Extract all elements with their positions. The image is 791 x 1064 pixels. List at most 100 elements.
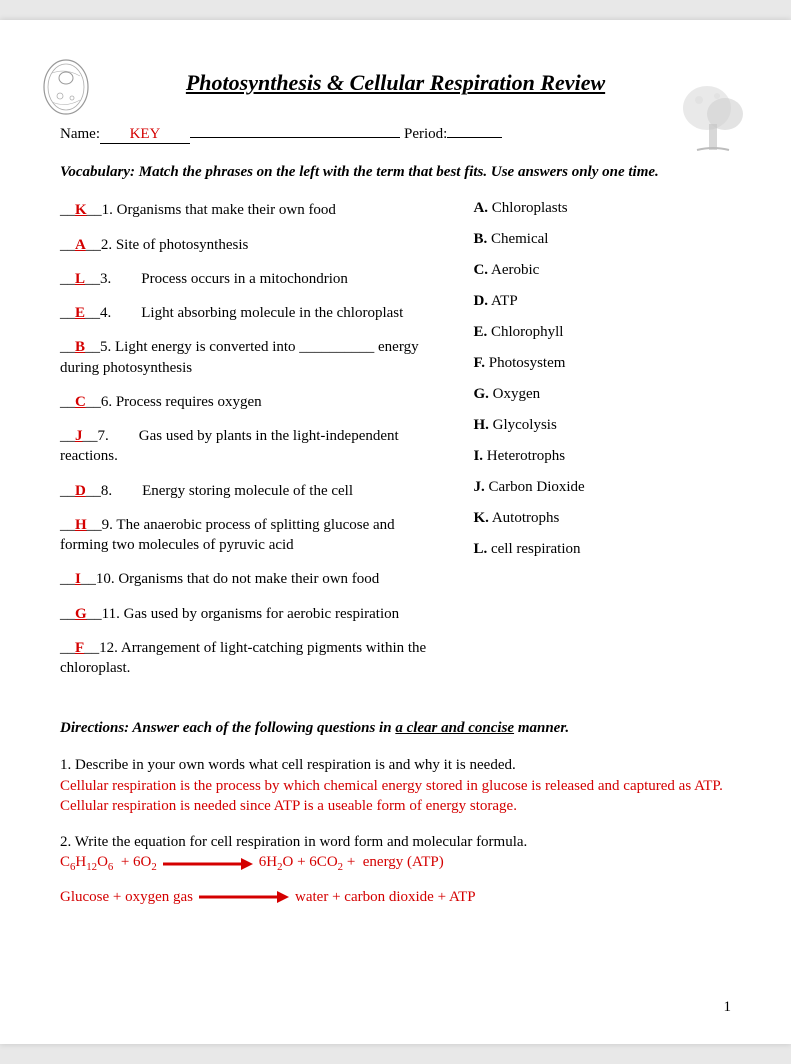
term-text: Autotrophs — [492, 510, 560, 526]
question-text: Process requires oxygen — [116, 394, 262, 410]
question-2: 2. Write the equation for cell respirati… — [60, 832, 731, 907]
term-text: Chlorophyll — [491, 324, 564, 340]
term-text: Glycolysis — [493, 417, 557, 433]
term-item: C. Aerobic — [473, 262, 731, 279]
eq2-right: water + carbon dioxide + ATP — [295, 887, 476, 907]
question-number: 2. — [101, 237, 112, 253]
term-letter: G. — [473, 386, 488, 402]
equation-words: Glucose + oxygen gas water + carbon diox… — [60, 887, 731, 907]
term-letter: K. — [473, 510, 488, 526]
term-text: Oxygen — [493, 386, 541, 402]
question-number: 3. — [100, 271, 111, 287]
answer-letter: F — [75, 640, 84, 656]
q2-prompt: 2. Write the equation for cell respirati… — [60, 832, 731, 852]
term-item: K. Autotrophs — [473, 510, 731, 527]
answer-letter: I — [75, 571, 81, 587]
question-number: 5. — [100, 339, 111, 355]
answer-letter: C — [75, 394, 86, 410]
question-number: 12. — [99, 640, 118, 656]
term-letter: L. — [473, 541, 487, 557]
question-text: Organisms that do not make their own foo… — [118, 571, 379, 587]
term-text: ATP — [491, 293, 518, 309]
term-letter: J. — [473, 479, 484, 495]
question-text: Light absorbing molecule in the chloropl… — [141, 305, 403, 321]
term-letter: A. — [473, 200, 488, 216]
eq2-left: Glucose + oxygen gas — [60, 887, 193, 907]
term-text: Carbon Dioxide — [488, 479, 584, 495]
term-item: J. Carbon Dioxide — [473, 479, 731, 496]
terms-column: A. ChloroplastsB. ChemicalC. AerobicD. A… — [473, 200, 731, 692]
term-item: E. Chlorophyll — [473, 324, 731, 341]
directions-heading: Directions: Answer each of the following… — [60, 720, 731, 737]
term-item: I. Heterotrophs — [473, 448, 731, 465]
question-text: Gas used by organisms for aerobic respir… — [124, 606, 400, 622]
term-letter: D. — [473, 293, 488, 309]
question-item: __G__11. Gas used by organisms for aerob… — [60, 604, 433, 624]
q1-prompt: 1. Describe in your own words what cell … — [60, 755, 731, 775]
page-number: 1 — [724, 999, 732, 1016]
term-text: Photosystem — [489, 355, 566, 371]
question-number: 9. — [102, 517, 113, 533]
question-text: Light energy is converted into _________… — [60, 339, 419, 375]
question-text: Site of photosynthesis — [116, 237, 249, 253]
term-item: F. Photosystem — [473, 355, 731, 372]
answer-letter: L — [75, 271, 85, 287]
question-text: Organisms that make their own food — [117, 202, 336, 218]
question-item: __E__4. Light absorbing molecule in the … — [60, 303, 433, 323]
term-item: L. cell respiration — [473, 541, 731, 558]
question-text: Gas used by plants in the light-independ… — [60, 428, 399, 464]
question-number: 8. — [101, 483, 112, 499]
directions-pre: Directions: Answer each of the following… — [60, 720, 395, 736]
q1-answer: Cellular respiration is the process by w… — [60, 776, 731, 817]
page-title: Photosynthesis & Cellular Respiration Re… — [60, 70, 731, 96]
period-label: Period: — [404, 126, 447, 143]
answer-letter: D — [75, 483, 86, 499]
arrow-icon — [199, 890, 289, 904]
question-text: Energy storing molecule of the cell — [142, 483, 353, 499]
term-letter: C. — [473, 262, 488, 278]
answer-key-text: KEY — [130, 126, 161, 142]
question-item: __D__8. Energy storing molecule of the c… — [60, 481, 433, 501]
question-number: 7. — [98, 428, 109, 444]
name-period-row: Name: KEY Period: — [60, 126, 731, 144]
matching-section: __K__1. Organisms that make their own fo… — [60, 200, 731, 692]
answer-letter: J — [75, 428, 83, 444]
term-letter: I. — [473, 448, 483, 464]
questions-column: __K__1. Organisms that make their own fo… — [60, 200, 433, 692]
answer-letter: K — [75, 202, 87, 218]
question-text: Process occurs in a mitochondrion — [141, 271, 348, 287]
term-item: B. Chemical — [473, 231, 731, 248]
question-item: __H__9. The anaerobic process of splitti… — [60, 515, 433, 556]
tree-icon — [677, 80, 749, 158]
answer-letter: G — [75, 606, 87, 622]
term-item: D. ATP — [473, 293, 731, 310]
term-text: Chemical — [491, 231, 548, 247]
question-item: __I__10. Organisms that do not make thei… — [60, 569, 433, 589]
equation-molecular: C6H12O6 + 6O2 6H2O + 6CO2 + energy (ATP) — [60, 852, 731, 875]
directions-underlined: a clear and concise — [395, 720, 514, 736]
term-text: Aerobic — [491, 262, 539, 278]
term-text: Chloroplasts — [492, 200, 568, 216]
question-number: 6. — [101, 394, 112, 410]
term-item: A. Chloroplasts — [473, 200, 731, 217]
answer-letter: B — [75, 339, 85, 355]
term-letter: B. — [473, 231, 487, 247]
cell-icon — [42, 58, 90, 116]
eq1-right: 6H2O + 6CO2 + energy (ATP) — [259, 852, 444, 875]
question-number: 1. — [102, 202, 113, 218]
question-item: __B__5. Light energy is converted into _… — [60, 337, 433, 378]
name-label: Name: — [60, 126, 100, 143]
question-item: __L__3. Process occurs in a mitochondrio… — [60, 269, 433, 289]
term-item: H. Glycolysis — [473, 417, 731, 434]
term-letter: H. — [473, 417, 488, 433]
term-text: Heterotrophs — [487, 448, 565, 464]
question-item: __C__6. Process requires oxygen — [60, 392, 433, 412]
term-letter: E. — [473, 324, 487, 340]
question-1: 1. Describe in your own words what cell … — [60, 755, 731, 816]
question-item: __K__1. Organisms that make their own fo… — [60, 200, 433, 220]
arrow-icon — [163, 857, 253, 871]
question-number: 11. — [102, 606, 120, 622]
directions-post: manner. — [514, 720, 569, 736]
worksheet-page: Photosynthesis & Cellular Respiration Re… — [0, 20, 791, 1044]
eq1-left: C6H12O6 + 6O2 — [60, 852, 157, 875]
